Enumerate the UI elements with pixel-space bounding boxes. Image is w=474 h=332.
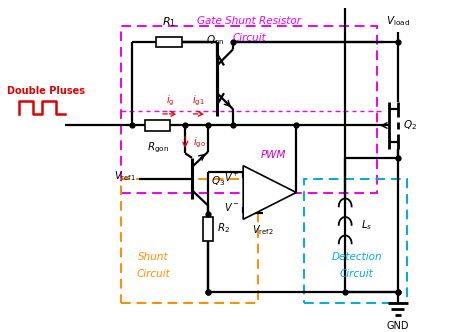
Text: $Q_2$: $Q_2$ bbox=[403, 119, 417, 132]
Text: PWM: PWM bbox=[261, 150, 286, 160]
Text: $+$  $-$: $+$ $-$ bbox=[252, 196, 274, 206]
Text: Circuit: Circuit bbox=[136, 269, 170, 279]
Text: $Q_\mathrm{on}$: $Q_\mathrm{on}$ bbox=[206, 33, 224, 47]
Text: Gate Shunt Resistor: Gate Shunt Resistor bbox=[197, 17, 301, 27]
Text: $V_\mathrm{ref1}$: $V_\mathrm{ref1}$ bbox=[114, 169, 136, 183]
Text: $L_s$: $L_s$ bbox=[361, 218, 373, 232]
Bar bbox=[156, 37, 182, 47]
Text: Double Pluses: Double Pluses bbox=[7, 86, 84, 96]
Text: $V^-$: $V^-$ bbox=[224, 201, 239, 213]
Text: $Q_3$: $Q_3$ bbox=[211, 174, 226, 188]
Text: $V_\mathrm{load}$: $V_\mathrm{load}$ bbox=[386, 15, 410, 29]
Text: Circuit: Circuit bbox=[232, 33, 266, 43]
Text: AMP: AMP bbox=[262, 183, 278, 192]
Text: GND: GND bbox=[387, 320, 409, 331]
Text: $i_\mathrm{go}$: $i_\mathrm{go}$ bbox=[193, 135, 206, 150]
Text: $i_\mathrm{g}$: $i_\mathrm{g}$ bbox=[166, 94, 174, 108]
Text: Detection: Detection bbox=[331, 252, 382, 262]
Text: Shunt: Shunt bbox=[138, 252, 168, 262]
Polygon shape bbox=[243, 166, 296, 219]
Text: $V_\mathrm{ref2}$: $V_\mathrm{ref2}$ bbox=[252, 223, 273, 237]
Text: $R_2$: $R_2$ bbox=[217, 222, 230, 235]
Text: $i_\mathrm{g1}$: $i_\mathrm{g1}$ bbox=[192, 94, 205, 108]
Text: $V^+$: $V^+$ bbox=[224, 171, 239, 184]
Bar bbox=[145, 121, 170, 130]
Bar bbox=[203, 216, 213, 241]
Text: $R_\mathrm{gon}$: $R_\mathrm{gon}$ bbox=[146, 140, 169, 155]
Text: $R_1$: $R_1$ bbox=[162, 16, 176, 29]
Text: Circuit: Circuit bbox=[340, 269, 374, 279]
